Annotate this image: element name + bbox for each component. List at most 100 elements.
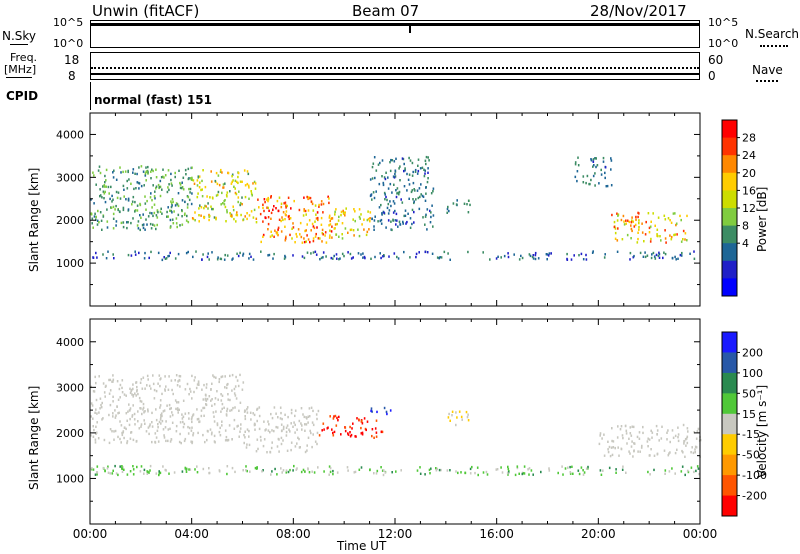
data-cell <box>341 237 344 240</box>
data-cell <box>329 219 331 223</box>
data-cell <box>287 215 290 218</box>
data-cell <box>108 392 111 395</box>
data-cell <box>377 220 379 223</box>
data-cell <box>136 204 139 207</box>
data-cell <box>122 466 124 469</box>
data-cell <box>424 215 427 218</box>
data-cell <box>369 178 372 181</box>
data-cell <box>266 451 268 454</box>
data-cell <box>413 201 415 205</box>
data-cell <box>204 440 206 444</box>
data-cell <box>577 469 580 472</box>
data-cell <box>651 431 654 434</box>
data-cell <box>218 183 221 187</box>
data-cell <box>134 392 136 395</box>
data-cell <box>109 197 111 201</box>
data-cell <box>467 199 470 202</box>
data-cell <box>644 233 647 236</box>
data-cell <box>221 394 224 397</box>
data-cell <box>255 217 258 220</box>
data-cell <box>290 408 293 412</box>
data-cell <box>294 445 297 448</box>
data-cell <box>112 415 114 418</box>
data-cell <box>205 399 208 402</box>
data-cell <box>219 434 222 437</box>
data-cell <box>316 431 319 435</box>
data-cell <box>610 446 613 449</box>
data-cell <box>140 425 142 428</box>
data-cell <box>105 384 107 388</box>
data-cell <box>240 423 242 426</box>
data-cell <box>224 182 226 185</box>
data-cell <box>92 256 95 259</box>
data-cell <box>144 387 146 390</box>
data-cell <box>292 222 294 225</box>
data-cell <box>686 441 689 445</box>
data-cell <box>170 205 173 209</box>
data-cell <box>132 195 135 199</box>
data-cell <box>143 257 146 260</box>
data-cell <box>317 409 320 413</box>
data-cell <box>226 209 228 212</box>
data-cell <box>123 436 125 440</box>
data-cell <box>220 203 222 206</box>
data-cell <box>241 388 244 391</box>
data-cell <box>95 215 97 219</box>
data-cell <box>114 409 116 412</box>
data-cell <box>446 207 449 211</box>
data-cell <box>115 414 117 417</box>
data-cell <box>150 177 152 180</box>
data-cell <box>221 375 224 378</box>
data-cell <box>231 389 233 392</box>
data-cell <box>303 240 306 244</box>
data-cell <box>232 205 234 208</box>
data-cell <box>379 161 381 165</box>
data-cell <box>91 222 93 225</box>
power-y-axis-label: Slant Range [km] <box>27 167 41 272</box>
data-cell <box>582 175 585 178</box>
data-cell <box>114 208 116 211</box>
data-cell <box>307 436 310 439</box>
y-tick-label: 3000 <box>56 171 84 184</box>
data-cell <box>395 157 397 160</box>
data-cell <box>417 196 420 200</box>
data-cell <box>142 376 145 379</box>
data-cell <box>119 197 122 200</box>
data-cell <box>255 221 258 224</box>
data-cell <box>387 202 390 206</box>
data-cell <box>430 211 432 214</box>
data-cell <box>95 398 98 402</box>
data-cell <box>188 393 190 396</box>
data-cell <box>395 212 398 216</box>
data-cell <box>566 252 568 256</box>
data-cell <box>234 394 237 397</box>
data-cell <box>177 192 180 195</box>
data-cell <box>280 467 282 470</box>
nsky-underline <box>10 44 28 45</box>
data-cell <box>614 227 617 230</box>
data-cell <box>646 254 649 257</box>
data-cell <box>299 221 302 225</box>
data-cell <box>245 465 247 468</box>
date-label: 28/Nov/2017 <box>590 2 687 20</box>
data-cell <box>351 427 353 430</box>
data-cell <box>168 254 170 258</box>
data-cell <box>179 375 182 378</box>
data-cell <box>133 187 135 191</box>
data-cell <box>374 215 376 218</box>
data-cell <box>328 224 330 227</box>
data-cell <box>193 182 196 185</box>
data-cell <box>334 213 336 216</box>
data-cell <box>102 253 104 256</box>
data-cell <box>181 199 184 202</box>
data-cell <box>317 237 320 240</box>
data-cell <box>112 217 115 220</box>
data-cell <box>106 467 109 470</box>
data-cell <box>109 389 112 392</box>
data-cell <box>528 253 531 256</box>
data-cell <box>371 217 373 221</box>
data-cell <box>682 238 684 241</box>
data-cell <box>246 469 248 473</box>
data-cell <box>144 410 146 413</box>
data-cell <box>660 437 663 440</box>
